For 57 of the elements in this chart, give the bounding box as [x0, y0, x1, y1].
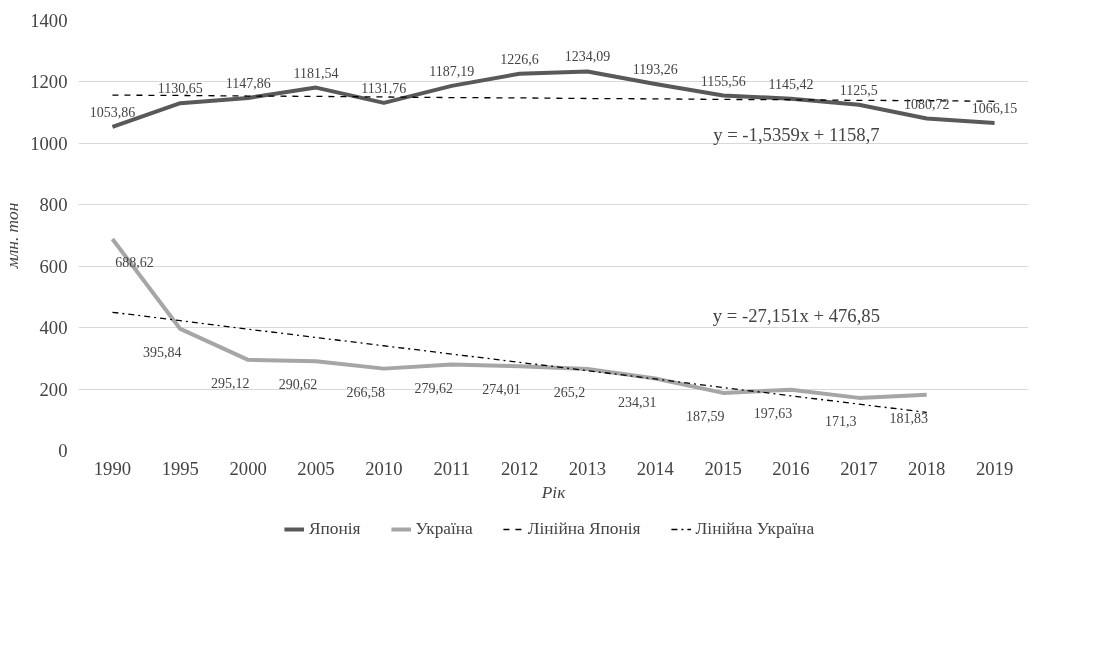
data-label: 266,58: [346, 384, 386, 400]
x-tick-label: 1995: [161, 457, 199, 479]
data-label: 1130,65: [157, 81, 203, 97]
data-label: 1193,26: [632, 62, 678, 77]
x-tick-label: 2011: [433, 457, 471, 479]
x-axis-title: Рік: [540, 482, 567, 502]
data-label: 1155,56: [700, 73, 746, 89]
annotation: y = -27,151x + 476,85: [712, 304, 881, 326]
x-tick-label: 2005: [297, 457, 335, 479]
data-label: 1181,54: [293, 65, 339, 81]
data-label: 181,83: [889, 410, 928, 426]
x-tick-label: 2018: [908, 457, 946, 479]
data-label: 1066,15: [971, 101, 1018, 117]
x-tick-label: 2014: [636, 457, 675, 479]
x-tick-label: 1990: [93, 457, 132, 479]
data-label: 1125,5: [839, 82, 878, 98]
data-label: 279,62: [414, 380, 453, 396]
data-label: 1187,19: [429, 63, 475, 79]
data-label: 295,12: [210, 375, 250, 391]
data-label: 1234,09: [564, 49, 611, 65]
legend-label: Україна: [415, 519, 473, 539]
y-tick-label: 1400: [30, 10, 68, 31]
x-tick-label: 2012: [500, 457, 539, 479]
y-tick-label: 600: [39, 255, 68, 277]
data-label: 274,01: [482, 382, 521, 398]
x-tick-label: 2000: [229, 457, 267, 479]
annotation: y = -1,5359x + 1158,7: [713, 124, 880, 146]
data-label: 187,59: [685, 408, 725, 424]
y-tick-label: 0: [58, 440, 68, 461]
y-tick-label: 400: [39, 317, 68, 339]
data-label: 290,62: [278, 377, 318, 393]
legend-label: Лінійна Україна: [695, 519, 815, 539]
legend-label: Японія: [308, 519, 361, 539]
x-tick-label: 2015: [704, 457, 742, 479]
data-label: 1080,72: [903, 96, 950, 112]
data-label: 1131,76: [361, 80, 407, 96]
data-label: 1147,86: [225, 75, 271, 91]
data-label: 1053,86: [89, 104, 136, 120]
y-axis-title: млн. тон: [3, 202, 23, 270]
x-tick-label: 2010: [365, 457, 403, 479]
data-label: 197,63: [753, 405, 793, 421]
y-tick-label: 1200: [30, 71, 68, 93]
legend-label: Лінійна Японія: [527, 519, 641, 539]
x-tick-label: 2016: [772, 457, 810, 479]
y-tick-label: 200: [39, 378, 68, 400]
x-tick-label: 2013: [568, 457, 607, 479]
data-label: 688,62: [115, 255, 154, 270]
data-label: 1145,42: [768, 76, 814, 92]
x-tick-label: 2017: [840, 457, 878, 479]
x-tick-label: 2019: [975, 457, 1014, 479]
data-label: 395,84: [143, 344, 182, 360]
data-label: 265,2: [553, 385, 586, 401]
data-label: 234,31: [618, 394, 657, 410]
data-label: 171,3: [825, 413, 857, 429]
y-tick-label: 800: [39, 194, 68, 216]
y-tick-label: 1000: [30, 132, 68, 154]
data-label: 1226,6: [500, 51, 539, 67]
